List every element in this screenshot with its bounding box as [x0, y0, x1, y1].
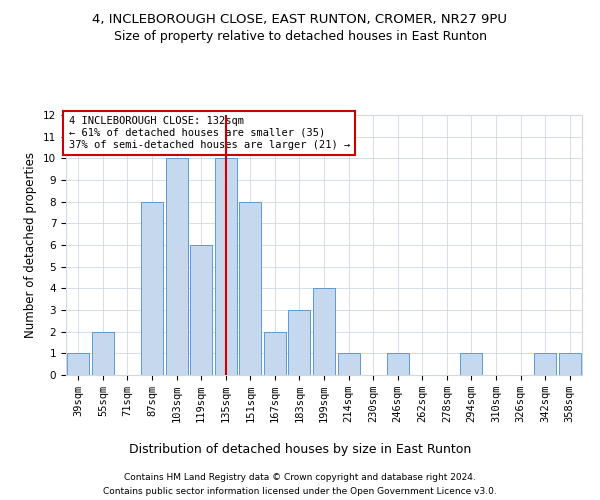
Bar: [313, 288, 335, 375]
Bar: [92, 332, 114, 375]
Text: Contains public sector information licensed under the Open Government Licence v3: Contains public sector information licen…: [103, 488, 497, 496]
Bar: [460, 354, 482, 375]
Text: 4, INCLEBOROUGH CLOSE, EAST RUNTON, CROMER, NR27 9PU: 4, INCLEBOROUGH CLOSE, EAST RUNTON, CROM…: [92, 12, 508, 26]
Bar: [534, 354, 556, 375]
Bar: [141, 202, 163, 375]
Y-axis label: Number of detached properties: Number of detached properties: [25, 152, 37, 338]
Text: Distribution of detached houses by size in East Runton: Distribution of detached houses by size …: [129, 442, 471, 456]
Text: 4 INCLEBOROUGH CLOSE: 132sqm
← 61% of detached houses are smaller (35)
37% of se: 4 INCLEBOROUGH CLOSE: 132sqm ← 61% of de…: [68, 116, 350, 150]
Bar: [190, 245, 212, 375]
Bar: [264, 332, 286, 375]
Bar: [166, 158, 188, 375]
Bar: [289, 310, 310, 375]
Text: Size of property relative to detached houses in East Runton: Size of property relative to detached ho…: [113, 30, 487, 43]
Bar: [215, 158, 237, 375]
Bar: [559, 354, 581, 375]
Bar: [338, 354, 359, 375]
Bar: [67, 354, 89, 375]
Bar: [386, 354, 409, 375]
Bar: [239, 202, 262, 375]
Text: Contains HM Land Registry data © Crown copyright and database right 2024.: Contains HM Land Registry data © Crown c…: [124, 472, 476, 482]
